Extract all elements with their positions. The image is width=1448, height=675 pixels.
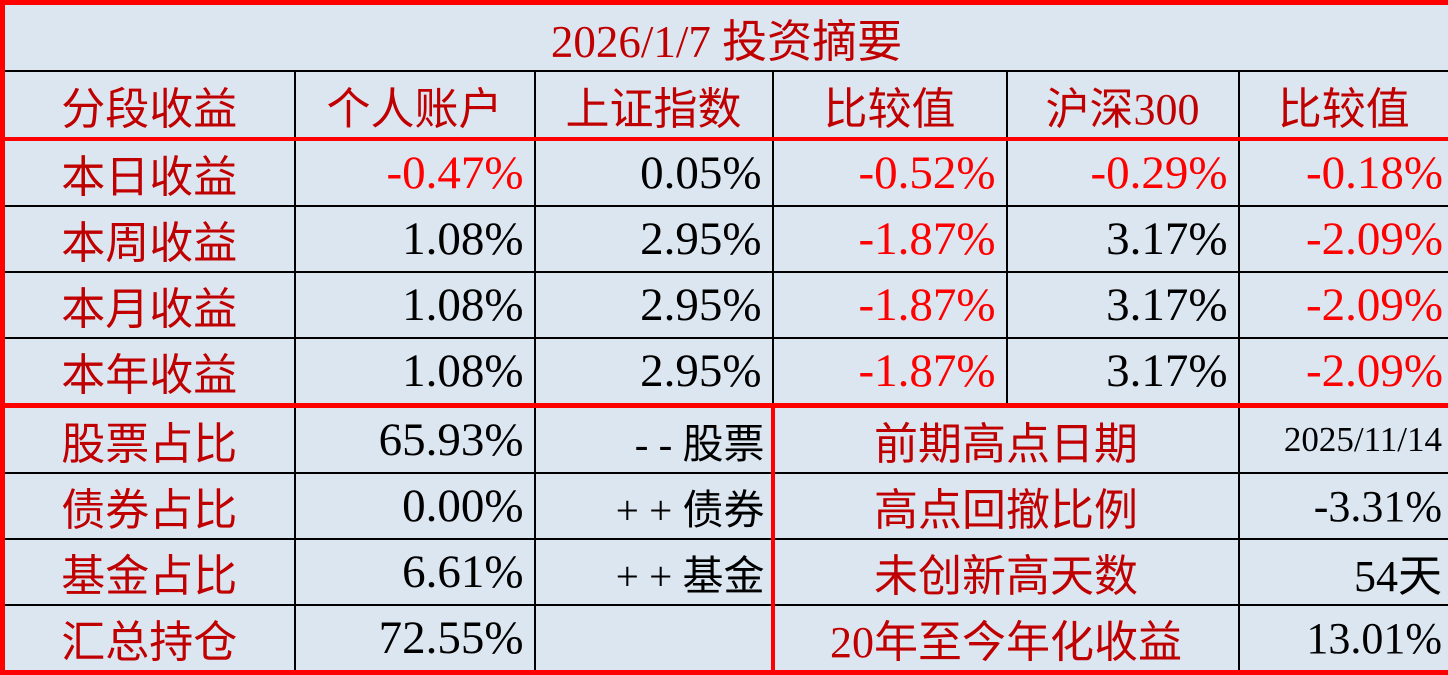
title-row: 2026/1/7 投资摘要 <box>3 3 1448 72</box>
csi300-value-cell: 3.17% <box>1007 272 1239 338</box>
stat-label-cell: 20年至今年化收益 <box>773 605 1239 673</box>
diff-csi300-cell: -2.09% <box>1239 338 1448 406</box>
row-label: 本周收益 <box>3 206 295 272</box>
table-row-total-position: 汇总持仓 72.55% 20年至今年化收益 13.01% <box>3 605 1448 673</box>
row-label: 股票占比 <box>3 406 295 474</box>
stat-value-cell: 2025/11/14 <box>1239 406 1448 474</box>
allocation-tag-cell <box>535 605 773 673</box>
row-label: 本月收益 <box>3 272 295 338</box>
allocation-value-cell: 6.61% <box>295 539 535 605</box>
personal-value-cell: 1.08% <box>295 206 535 272</box>
allocation-tag-cell: + + 基金 <box>535 539 773 605</box>
row-label: 债券占比 <box>3 473 295 539</box>
allocation-value-cell: 72.55% <box>295 605 535 673</box>
stat-label-cell: 未创新高天数 <box>773 539 1239 605</box>
row-label: 本日收益 <box>3 139 295 206</box>
personal-value-cell: -0.47% <box>295 139 535 206</box>
allocation-value-cell: 65.93% <box>295 406 535 474</box>
sse-value-cell: 0.05% <box>535 139 773 206</box>
diff-csi300-cell: -2.09% <box>1239 206 1448 272</box>
diff-sse-cell: -1.87% <box>773 338 1007 406</box>
stat-label-cell: 前期高点日期 <box>773 406 1239 474</box>
stat-value-cell: -3.31% <box>1239 473 1448 539</box>
table-row-fund-allocation: 基金占比 6.61% + + 基金 未创新高天数 54天 <box>3 539 1448 605</box>
stat-value-cell: 13.01% <box>1239 605 1448 673</box>
header-comparison-2: 比较值 <box>1239 71 1448 139</box>
personal-value-cell: 1.08% <box>295 338 535 406</box>
diff-csi300-cell: -0.18% <box>1239 139 1448 206</box>
header-segment-return: 分段收益 <box>3 71 295 139</box>
diff-sse-cell: -1.87% <box>773 206 1007 272</box>
header-comparison-1: 比较值 <box>773 71 1007 139</box>
table-row-yearly-return: 本年收益 1.08% 2.95% -1.87% 3.17% -2.09% <box>3 338 1448 406</box>
csi300-value-cell: 3.17% <box>1007 338 1239 406</box>
table-row-daily-return: 本日收益 -0.47% 0.05% -0.52% -0.29% -0.18% <box>3 139 1448 206</box>
sse-value-cell: 2.95% <box>535 206 773 272</box>
sse-value-cell: 2.95% <box>535 338 773 406</box>
table-row-bond-allocation: 债券占比 0.00% + + 债券 高点回撤比例 -3.31% <box>3 473 1448 539</box>
column-header-row: 分段收益 个人账户 上证指数 比较值 沪深300 比较值 <box>3 71 1448 139</box>
personal-value-cell: 1.08% <box>295 272 535 338</box>
diff-csi300-cell: -2.09% <box>1239 272 1448 338</box>
page-title: 2026/1/7 投资摘要 <box>3 3 1448 72</box>
table-row-monthly-return: 本月收益 1.08% 2.95% -1.87% 3.17% -2.09% <box>3 272 1448 338</box>
allocation-tag-cell: + + 债券 <box>535 473 773 539</box>
diff-sse-cell: -0.52% <box>773 139 1007 206</box>
header-personal-account: 个人账户 <box>295 71 535 139</box>
table-row-weekly-return: 本周收益 1.08% 2.95% -1.87% 3.17% -2.09% <box>3 206 1448 272</box>
row-label: 汇总持仓 <box>3 605 295 673</box>
diff-sse-cell: -1.87% <box>773 272 1007 338</box>
row-label: 本年收益 <box>3 338 295 406</box>
stat-label-cell: 高点回撤比例 <box>773 473 1239 539</box>
row-label: 基金占比 <box>3 539 295 605</box>
csi300-value-cell: -0.29% <box>1007 139 1239 206</box>
table-row-stock-allocation: 股票占比 65.93% - - 股票 前期高点日期 2025/11/14 <box>3 406 1448 474</box>
header-csi300: 沪深300 <box>1007 71 1239 139</box>
csi300-value-cell: 3.17% <box>1007 206 1239 272</box>
sse-value-cell: 2.95% <box>535 272 773 338</box>
stat-value-cell: 54天 <box>1239 539 1448 605</box>
allocation-value-cell: 0.00% <box>295 473 535 539</box>
allocation-tag-cell: - - 股票 <box>535 406 773 474</box>
header-sse-index: 上证指数 <box>535 71 773 139</box>
